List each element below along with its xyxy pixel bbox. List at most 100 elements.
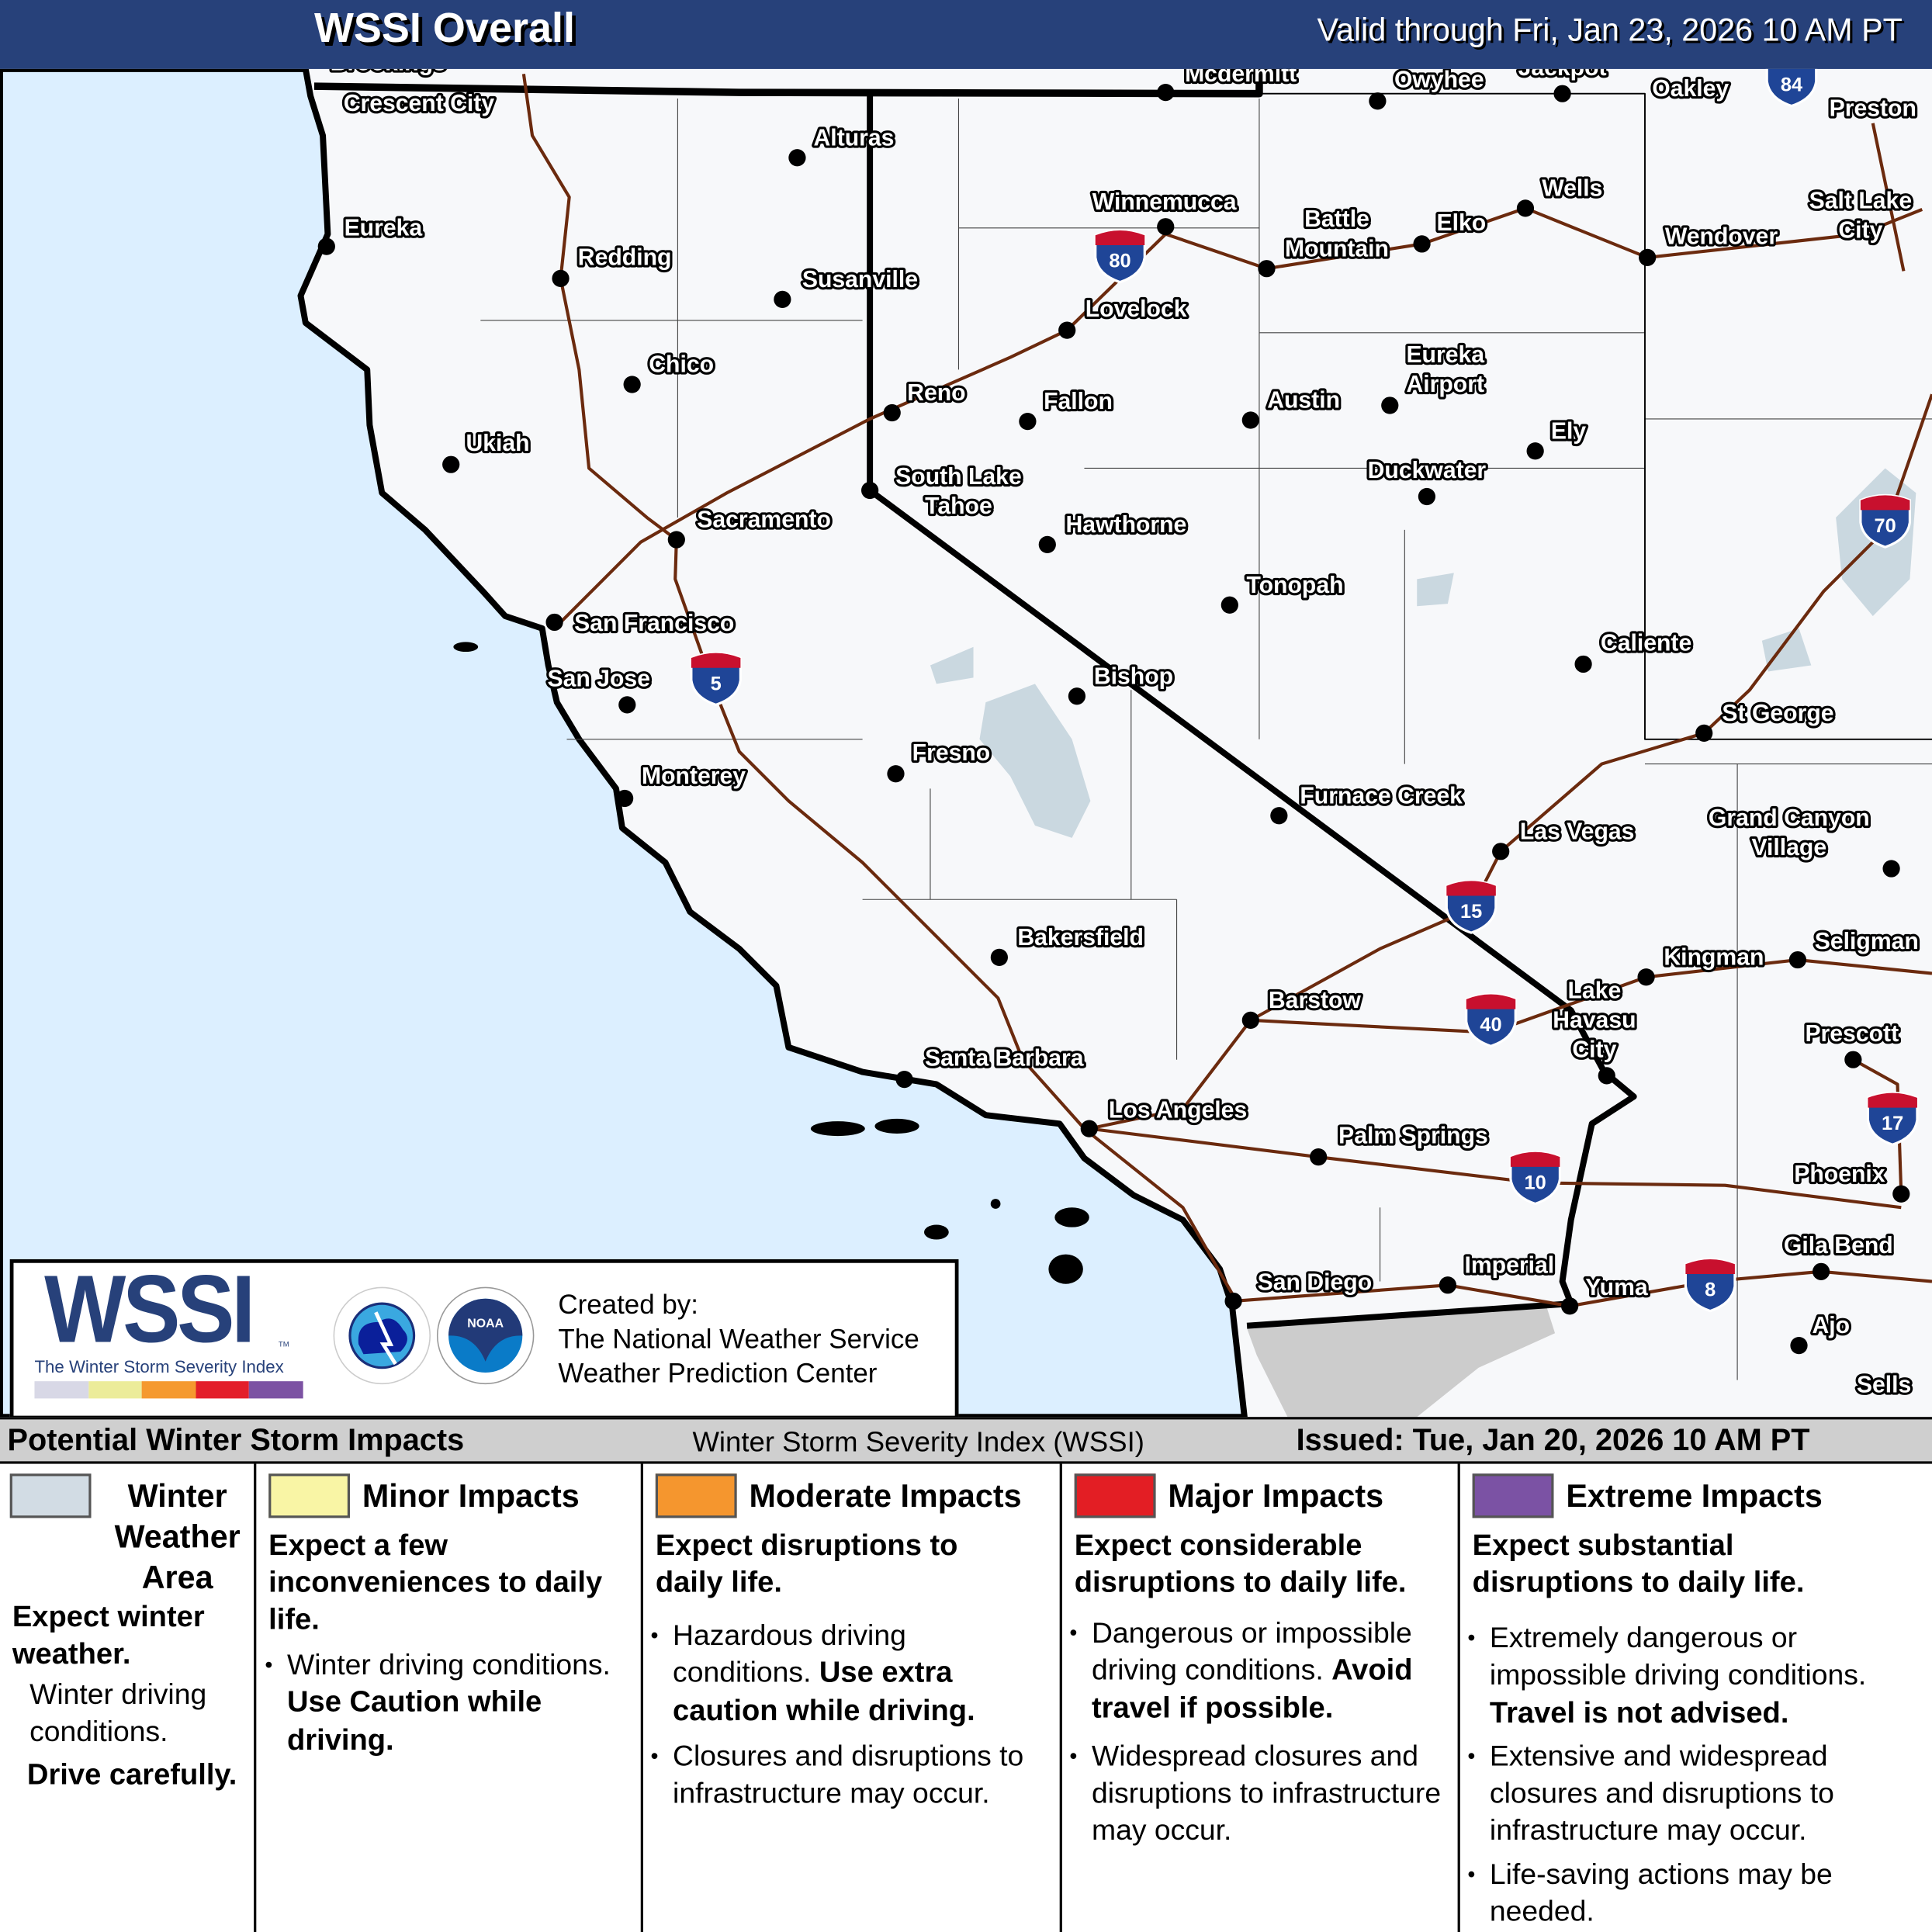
city-south-lake-tahoe[interactable]: South Lake Tahoe — [861, 462, 1024, 521]
city-label: Lake Havasu City — [1553, 978, 1636, 1062]
city-reno[interactable]: Reno — [883, 378, 968, 422]
interstate-number: 15 — [1460, 901, 1482, 923]
scale-swatch — [249, 1381, 303, 1399]
city-owyhee[interactable]: Owyhee — [1369, 69, 1487, 110]
city-palm-springs[interactable]: Palm Springs — [1310, 1120, 1491, 1166]
city-jackpot[interactable]: Jackpot — [1515, 69, 1609, 102]
category-name: Minor Impacts — [362, 1477, 580, 1515]
city-label: Eureka Airport — [1406, 342, 1484, 397]
city-label: Gila Bend — [1784, 1233, 1893, 1259]
city-lake-havasu-city[interactable]: Lake Havasu City — [1550, 975, 1639, 1085]
city-crescent-city[interactable]: Crescent City — [341, 88, 497, 119]
impact-map[interactable]: 84 80 70 5 15 40 17 10 8 Brookings Crescent City A… — [0, 68, 1932, 1418]
city-santa-barbara[interactable]: Santa Barbara — [895, 1043, 1086, 1089]
category-bullet: Hazardous driving conditions. — [673, 1619, 906, 1688]
category-expect: Expect winter weather. — [12, 1600, 205, 1671]
city-kingman[interactable]: Kingman — [1637, 942, 1767, 986]
city-wendover[interactable]: Wendover — [1639, 221, 1781, 267]
city-dot — [990, 948, 1008, 966]
city-dot — [1157, 83, 1175, 102]
city-fresno[interactable]: Fresno — [887, 738, 992, 783]
city-dot — [1019, 412, 1037, 431]
city-redding[interactable]: Redding — [552, 242, 674, 288]
city-winnemucca[interactable]: Winnemucca — [1090, 187, 1239, 236]
city-imperial[interactable]: Imperial — [1439, 1250, 1556, 1294]
city-st-george[interactable]: St George — [1695, 698, 1837, 742]
city-monterey[interactable]: Monterey — [616, 761, 748, 808]
city-fallon[interactable]: Fallon — [1019, 386, 1115, 431]
city-phoenix[interactable]: Phoenix — [1792, 1159, 1910, 1203]
city-elko[interactable]: Elko — [1413, 208, 1488, 253]
city-dot — [1418, 487, 1436, 506]
city-dot — [667, 531, 685, 549]
city-label: Susanville — [802, 267, 918, 293]
city-dot — [1790, 1336, 1808, 1355]
city-eureka[interactable]: Eureka — [317, 213, 425, 255]
city-label: Yuma — [1585, 1275, 1648, 1300]
city-las-vegas[interactable]: Las Vegas — [1492, 816, 1637, 860]
city-label: Lovelock — [1085, 296, 1187, 322]
city-dot — [1492, 843, 1510, 860]
city-furnace-creek[interactable]: Furnace Creek — [1270, 781, 1465, 825]
city-austin[interactable]: Austin — [1241, 385, 1342, 429]
city-bishop[interactable]: Bishop — [1068, 661, 1175, 705]
city-salt-lake-city[interactable]: Salt Lake City — [1807, 185, 1915, 245]
city-eureka-airport[interactable]: Eureka Airport — [1381, 340, 1487, 414]
city-duckwater[interactable]: Duckwater — [1365, 455, 1489, 506]
category-action: Use Caution while driving. — [287, 1685, 542, 1757]
city-barstow[interactable]: Barstow — [1241, 985, 1364, 1029]
category-bullet-item: Winter driving conditions. Use Caution w… — [265, 1646, 639, 1760]
interstate-80-shield-icon: 80 — [1094, 229, 1146, 284]
city-lovelock[interactable]: Lovelock — [1058, 294, 1189, 339]
city-dot — [1381, 396, 1399, 414]
city-ely[interactable]: Ely — [1526, 416, 1589, 460]
city-prescott[interactable]: Prescott — [1802, 1019, 1901, 1068]
city-dot — [1413, 235, 1431, 253]
city-dot — [1270, 807, 1288, 825]
city-label: Tonopah — [1246, 573, 1343, 598]
category-bullet-item: Hazardous driving conditions. Use extra … — [650, 1616, 1042, 1729]
city-grand-canyon-village[interactable]: Grand Canyon Village — [1706, 803, 1900, 878]
category-expect: Expect considerable disruptions to daily… — [1074, 1529, 1407, 1600]
city-dot — [861, 481, 879, 500]
city-los-angeles[interactable]: Los Angeles — [1080, 1095, 1249, 1137]
city-ajo[interactable]: Ajo — [1790, 1311, 1852, 1355]
city-yuma[interactable]: Yuma — [1561, 1272, 1650, 1315]
city-san-diego[interactable]: San Diego — [1224, 1267, 1374, 1311]
city-dot — [1310, 1148, 1328, 1166]
city-label: Battle Mountain — [1285, 206, 1389, 261]
city-dot — [1157, 218, 1175, 236]
city-gila-bend[interactable]: Gila Bend — [1781, 1231, 1896, 1280]
city-chico[interactable]: Chico — [623, 349, 716, 393]
city-mcdermitt[interactable]: Mcdermitt — [1157, 69, 1299, 102]
category-bullet: Closures and disruptions to infrastructu… — [650, 1737, 1042, 1811]
city-hawthorne[interactable]: Hawthorne — [1038, 510, 1189, 554]
swatch-winter — [9, 1473, 92, 1518]
city-label: Sacramento — [697, 507, 831, 533]
city-san-jose[interactable]: San Jose — [545, 663, 653, 714]
city-brookings[interactable]: Brookings — [327, 69, 448, 78]
category-name: Moderate Impacts — [749, 1477, 1022, 1515]
scale-swatch — [196, 1381, 250, 1399]
city-label: Seligman — [1815, 929, 1919, 954]
pacific-ocean — [0, 68, 1248, 1418]
interstate-84-shield-icon: 84 — [1765, 68, 1818, 108]
city-seligman[interactable]: Seligman — [1788, 926, 1921, 969]
city-tonopah[interactable]: Tonopah — [1220, 570, 1346, 614]
scale-swatch — [88, 1381, 142, 1399]
city-preston[interactable]: Preston — [1826, 93, 1919, 123]
category-action: Avoid travel if possible. — [1091, 1653, 1413, 1726]
city-sells[interactable]: Sells — [1854, 1369, 1914, 1400]
city-caliente[interactable]: Caliente — [1574, 628, 1694, 673]
city-san-francisco[interactable]: San Francisco — [545, 608, 736, 639]
city-wells[interactable]: Wells — [1516, 173, 1605, 217]
city-battle-mountain[interactable]: Battle Mountain — [1258, 204, 1391, 278]
city-susanville[interactable]: Susanville — [774, 265, 920, 309]
swatch-moderate — [655, 1473, 737, 1518]
city-label: St George — [1722, 701, 1833, 726]
city-sacramento[interactable]: Sacramento — [667, 504, 833, 549]
city-oakley[interactable]: Oakley — [1650, 74, 1732, 104]
city-bakersfield[interactable]: Bakersfield — [990, 923, 1146, 966]
city-alturas[interactable]: Alturas — [788, 123, 897, 167]
city-ukiah[interactable]: Ukiah — [442, 428, 532, 473]
